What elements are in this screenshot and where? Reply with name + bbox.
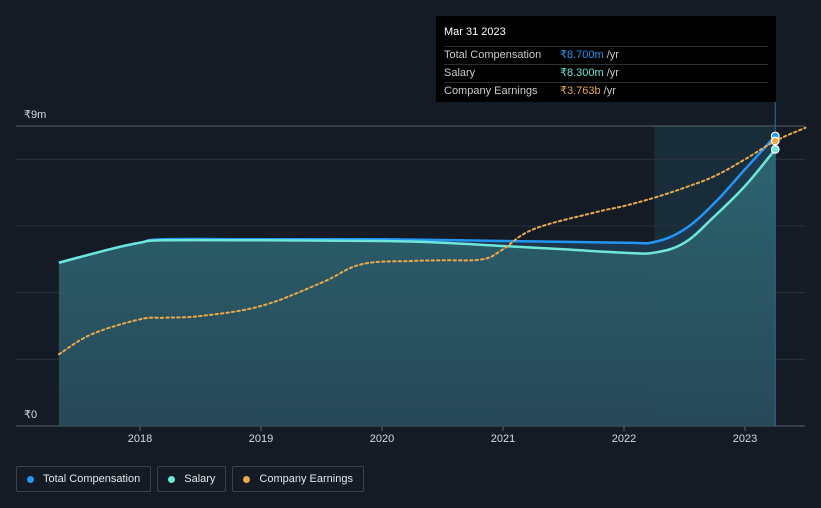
x-tick-label: 2018 [128, 433, 152, 445]
x-axis-ticks: 2018 2019 2020 2021 2022 2023 [128, 426, 757, 445]
tooltip-markers [770, 131, 780, 154]
chart-tooltip: Mar 31 2023 Total Compensation ₹8.700m /… [436, 16, 776, 102]
tooltip-label: Salary [444, 67, 476, 79]
tooltip-value: ₹8.700m [560, 49, 604, 61]
chart-legend: Total Compensation Salary Company Earnin… [16, 466, 364, 492]
tooltip-unit: /yr [606, 49, 619, 61]
legend-label: Salary [184, 473, 216, 485]
tooltip-unit: /yr [606, 67, 619, 79]
legend-dot-icon [243, 475, 251, 483]
salary-area [58, 149, 776, 427]
legend-item-total-compensation[interactable]: Total Compensation [16, 466, 152, 492]
salary-marker [770, 144, 780, 154]
tooltip-value: ₹3.763b [560, 85, 601, 97]
legend-item-salary[interactable]: Salary [157, 466, 227, 492]
x-tick-label: 2019 [249, 433, 273, 445]
x-tick-label: 2021 [491, 433, 515, 445]
tooltip-value: ₹8.300m [560, 67, 604, 79]
tooltip-label: Total Compensation [444, 49, 542, 61]
y-axis-bottom-label: ₹0 [24, 409, 37, 421]
tooltip-row-total-compensation: Total Compensation ₹8.700m /yr [444, 46, 768, 64]
tooltip-label: Company Earnings [444, 85, 538, 97]
company-earnings-line [57, 126, 807, 356]
x-tick-label: 2020 [370, 433, 394, 445]
legend-dot-icon [27, 475, 34, 483]
tooltip-row-salary: Salary ₹8.300m /yr [444, 64, 768, 82]
legend-label: Company Earnings [259, 473, 353, 485]
x-tick-label: 2023 [733, 433, 757, 445]
y-axis-top-label: ₹9m [24, 109, 46, 121]
legend-item-company-earnings[interactable]: Company Earnings [232, 466, 364, 492]
salary-line [58, 148, 777, 264]
x-tick-label: 2022 [612, 433, 636, 445]
tooltip-date: Mar 31 2023 [444, 26, 506, 38]
tooltip-row-company-earnings: Company Earnings ₹3.763b /yr [444, 82, 768, 100]
legend-dot-icon [168, 475, 176, 483]
company-earnings-marker [770, 136, 780, 146]
tooltip-unit: /yr [603, 85, 616, 97]
legend-label: Total Compensation [43, 473, 141, 485]
